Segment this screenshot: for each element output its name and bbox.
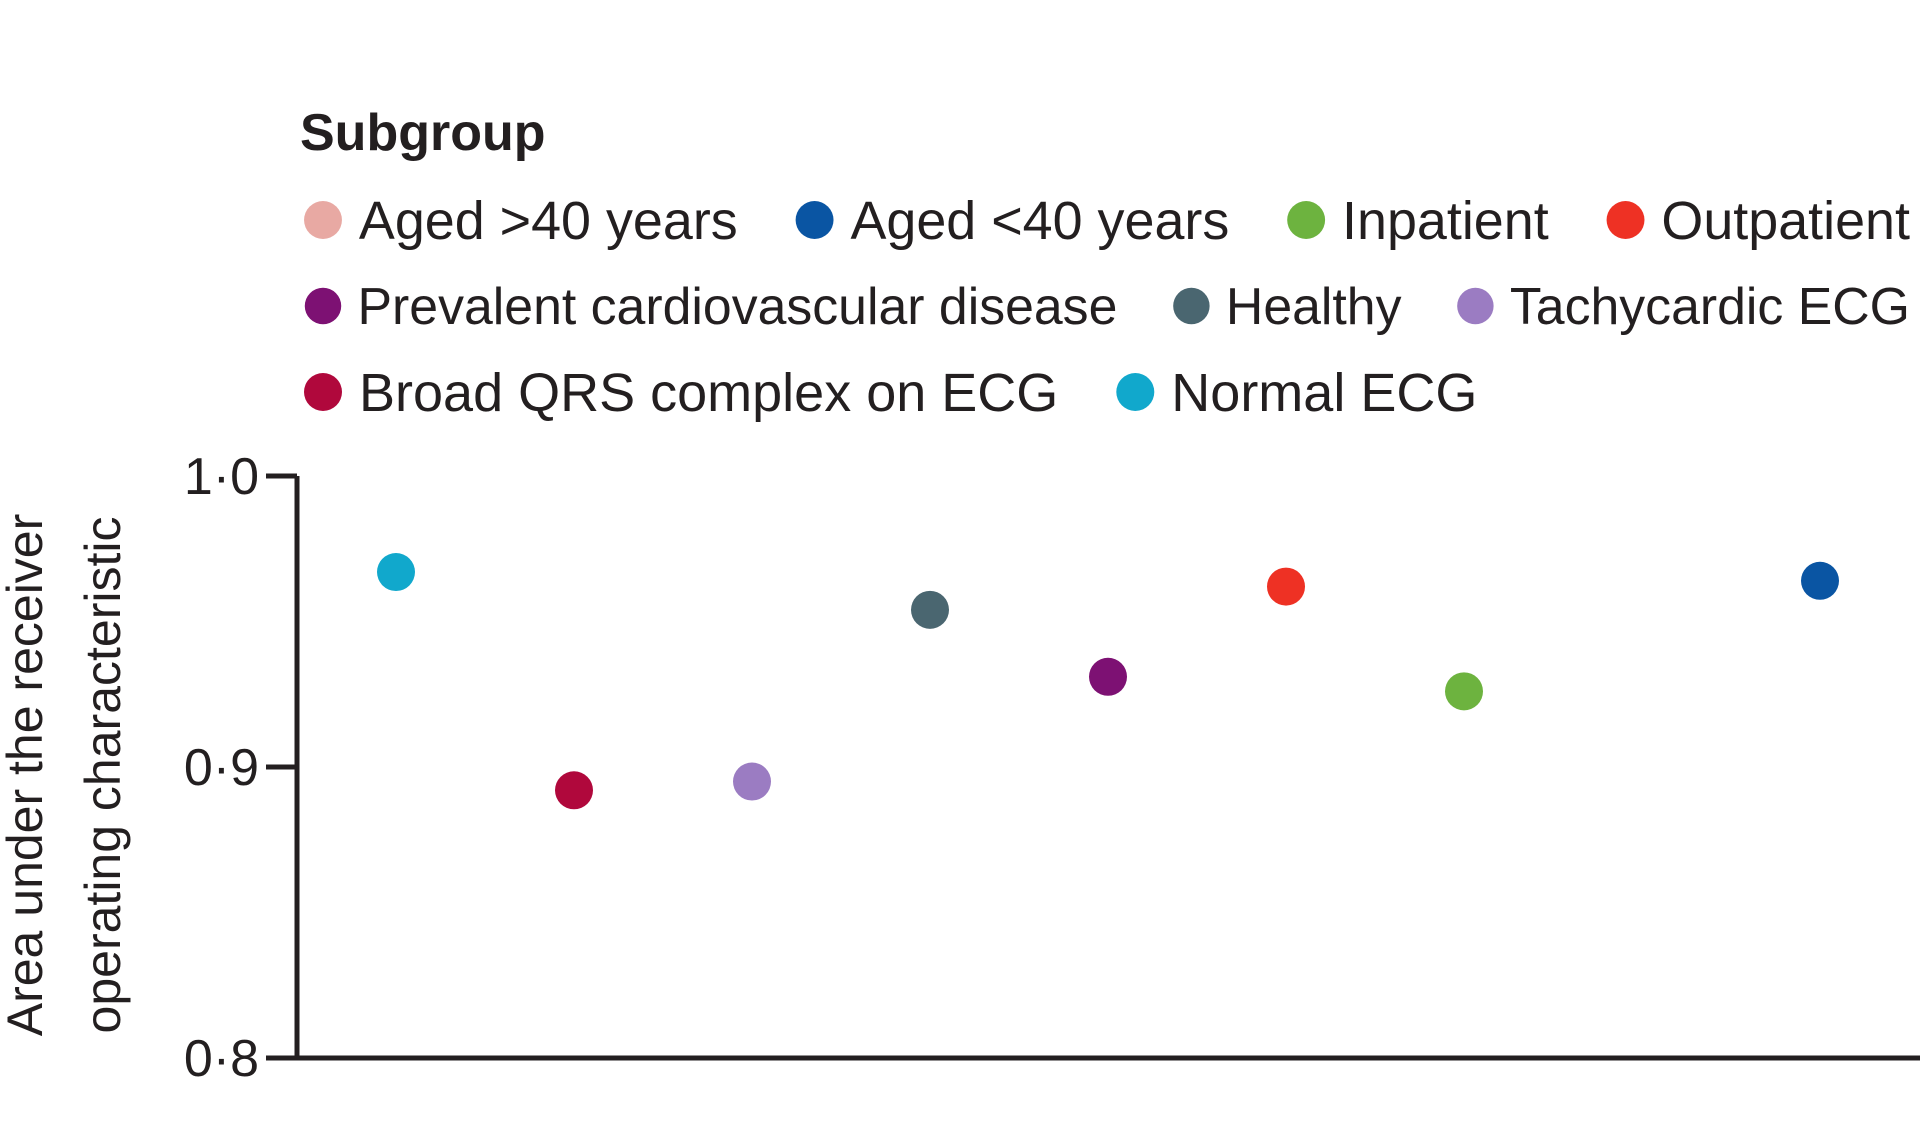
- data-point-tachycardic-ecg: [733, 762, 771, 801]
- legend-label-prevalent-cardiovascular-disease: Prevalent cardiovascular disease: [358, 277, 1118, 335]
- legend-marker-broad-qrs-complex-on-ecg: [304, 373, 342, 411]
- legend-marker-aged-40-years: [795, 201, 834, 239]
- legend-label-tachycardic-ecg: Tachycardic ECG: [1510, 277, 1910, 335]
- axes: 0·8 0·9 1·0: [184, 448, 1920, 1088]
- legend-marker-healthy: [1173, 287, 1210, 325]
- legend-marker-aged-40-years: [304, 201, 342, 239]
- legend-label-aged-40-years: Aged <40 years: [850, 191, 1229, 251]
- legend-label-inpatient: Inpatient: [1342, 191, 1549, 251]
- legend-row: Prevalent cardiovascular disease Healthy T…: [304, 277, 1910, 335]
- y-axis-label-line-1: Area under the receiver: [0, 514, 53, 1037]
- data-point-prevalent-cardiovascular-disease: [1089, 657, 1127, 696]
- data-point-healthy: [911, 590, 949, 629]
- y-axis-label: Area under the receiver operating charac…: [0, 514, 131, 1037]
- legend-label-outpatient: Outpatient: [1661, 191, 1910, 251]
- legend-label-normal-ecg: Normal ECG: [1171, 363, 1477, 423]
- legend-label-healthy: Healthy: [1226, 277, 1402, 335]
- legend: Subgroup Broad QRS complex on ECG Normal …: [300, 104, 1910, 423]
- data-point-outpatient: [1267, 567, 1305, 606]
- legend-marker-normal-ecg: [1116, 373, 1155, 411]
- legend-marker-prevalent-cardiovascular-disease: [304, 287, 342, 325]
- data-points: [377, 553, 1839, 810]
- legend-marker-outpatient: [1606, 201, 1645, 239]
- legend-row: Aged >40 years Aged <40 years Inpatient Out…: [304, 191, 1910, 251]
- data-point-aged-40-years: [1801, 561, 1839, 600]
- legend-title: Subgroup: [300, 104, 546, 162]
- y-tick-label: 1·0: [184, 448, 259, 506]
- data-point-normal-ecg: [377, 553, 415, 592]
- y-tick-label: 0·9: [184, 739, 259, 797]
- data-point-inpatient: [1445, 672, 1483, 711]
- data-point-broad-qrs-complex-on-ecg: [555, 771, 593, 810]
- legend-label-aged-40-years: Aged >40 years: [359, 191, 738, 251]
- legend-label-broad-qrs-complex-on-ecg: Broad QRS complex on ECG: [359, 363, 1058, 423]
- y-axis-label-line-2: operating characteristic: [75, 517, 131, 1034]
- legend-marker-tachycardic-ecg: [1457, 287, 1494, 325]
- legend-marker-inpatient: [1287, 201, 1326, 239]
- y-tick-label: 0·8: [184, 1030, 259, 1088]
